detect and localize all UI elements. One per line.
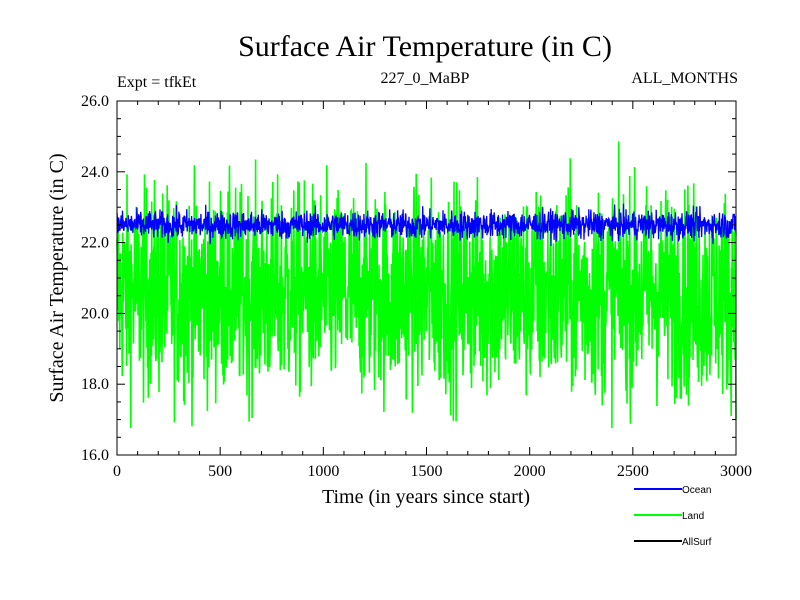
chart-title: Surface Air Temperature (in C) <box>238 30 612 63</box>
legend: Ocean Land AllSurf <box>634 485 712 548</box>
x-axis: 0 500 1000 1500 2000 2500 3000 <box>113 101 752 480</box>
months-label: ALL_MONTHS <box>631 70 738 87</box>
x-tick-label: 3000 <box>720 463 752 480</box>
series-line-ocean <box>116 203 737 247</box>
x-tick-label: 1500 <box>411 463 443 480</box>
x-tick-label: 2500 <box>617 463 649 480</box>
x-tick-label: 2000 <box>514 463 546 480</box>
x-axis-label: Time (in years since start) <box>322 486 530 508</box>
x-tick-label: 0 <box>113 463 121 480</box>
series-line-land <box>116 141 737 429</box>
legend-label-ocean: Ocean <box>682 485 711 496</box>
legend-label-land: Land <box>682 511 704 522</box>
plot-area <box>116 141 737 429</box>
period-label: 227_0_MaBP <box>381 70 470 87</box>
x-tick-label: 1000 <box>307 463 339 480</box>
y-tick-label: 26.0 <box>81 93 109 110</box>
y-tick-label: 20.0 <box>81 305 109 322</box>
y-tick-label: 22.0 <box>81 235 109 252</box>
legend-label-allsurf: AllSurf <box>682 537 712 548</box>
y-axis: 16.0 18.0 20.0 22.0 24.0 26.0 <box>81 93 736 464</box>
x-tick-label: 500 <box>208 463 232 480</box>
y-tick-label: 16.0 <box>81 447 109 464</box>
experiment-label: Expt = tfkEt <box>117 74 197 91</box>
y-axis-label: Surface Air Temperature (in C) <box>46 153 68 402</box>
y-tick-label: 18.0 <box>81 376 109 393</box>
y-tick-label: 24.0 <box>81 164 109 181</box>
